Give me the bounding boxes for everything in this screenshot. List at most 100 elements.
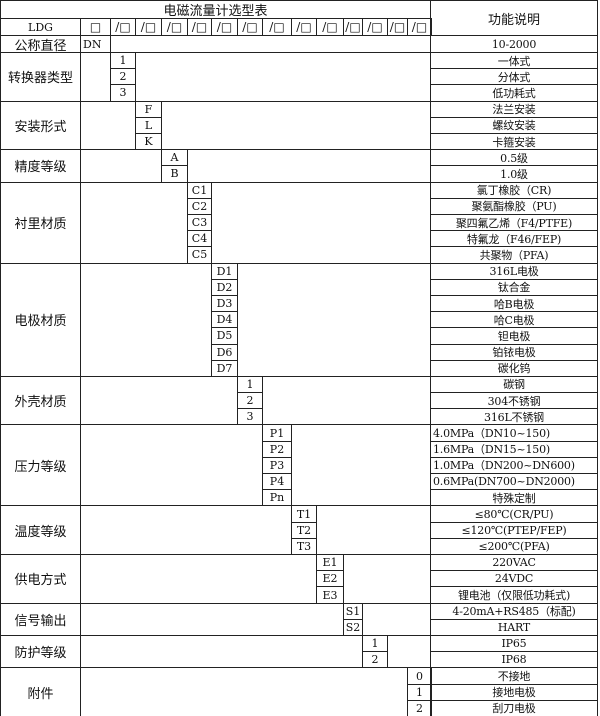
option-code: C2: [187, 197, 212, 215]
option-description: 特氟龙（F46/FEP): [430, 230, 598, 248]
option-description: 聚四氟乙烯（F4/PTFE): [430, 213, 598, 232]
dn-column: [80, 52, 111, 102]
option-description: 316L不锈钢: [430, 408, 598, 426]
option-code: L: [135, 116, 162, 134]
option-description: 1.0MPa（DN200~DN600): [430, 456, 598, 475]
option-code: S2: [343, 618, 363, 637]
option-code: C1: [187, 181, 212, 199]
option-code: C3: [187, 213, 212, 232]
model-slot: /□: [211, 18, 238, 36]
model-slot: /□: [187, 18, 212, 36]
option-description: 刮刀电极: [430, 699, 598, 716]
table-title: 电磁流量计选型表: [0, 0, 431, 19]
model-slot: /□: [387, 18, 408, 36]
option-code: 2: [110, 68, 136, 86]
group-label: 衬里材质: [0, 181, 81, 264]
model-slot: /□: [362, 18, 388, 36]
option-description: 低功耗式: [430, 84, 598, 102]
model-slot: /□: [135, 18, 162, 36]
option-code: D4: [211, 311, 238, 329]
option-code: C4: [187, 230, 212, 248]
option-code: C5: [187, 246, 212, 264]
group-label: 电极材质: [0, 262, 81, 377]
option-code: D2: [211, 278, 238, 296]
group-label: 精度等级: [0, 149, 81, 183]
group-label: 信号输出: [0, 602, 81, 636]
option-description: 铂铱电极: [430, 343, 598, 361]
model-slot: /□: [110, 18, 136, 36]
option-description: 220VAC: [430, 554, 598, 572]
nominal-code: DN: [80, 35, 111, 53]
option-code: 1: [407, 683, 432, 701]
option-code: 1: [237, 375, 263, 394]
option-code: E3: [316, 586, 344, 604]
group-label: 供电方式: [0, 554, 81, 604]
option-description: 碳钢: [430, 375, 598, 394]
option-code: P4: [262, 473, 292, 491]
option-description: 316L电极: [430, 262, 598, 280]
option-description: 一体式: [430, 52, 598, 70]
group-label: 转换器类型: [0, 52, 81, 102]
option-code: T3: [291, 537, 317, 556]
option-code: 3: [110, 84, 136, 102]
option-description: 螺纹安装: [430, 116, 598, 134]
model-slot: /□: [161, 18, 188, 36]
option-description: 哈C电极: [430, 311, 598, 329]
option-code: T2: [291, 521, 317, 539]
option-description: 0.6MPa(DN700~DN2000): [430, 473, 598, 491]
option-description: 卡箍安装: [430, 132, 598, 151]
group-label: 防护等级: [0, 635, 81, 669]
option-code: F: [135, 100, 162, 118]
group-label: 压力等级: [0, 424, 81, 507]
option-description: 1.0级: [430, 165, 598, 183]
option-code: B: [161, 165, 188, 183]
option-code: E1: [316, 554, 344, 572]
option-description: 共聚物（PFA): [430, 246, 598, 264]
option-description: 氯丁橡胶（CR): [430, 181, 598, 199]
option-description: 分体式: [430, 68, 598, 86]
model-slot: /□: [407, 18, 432, 36]
nominal-label: 公称直径: [0, 35, 81, 54]
option-description: 锂电池（仅限低功耗式): [430, 586, 598, 604]
option-description: 特殊定制: [430, 489, 598, 507]
option-description: 24VDC: [430, 570, 598, 588]
option-description: 4.0MPa（DN10~150): [430, 424, 598, 442]
nominal-blank: [110, 35, 431, 53]
function-header: 功能说明: [430, 0, 598, 36]
option-description: 接地电极: [430, 683, 598, 701]
option-description: 法兰安装: [430, 100, 598, 118]
option-code: 2: [407, 699, 432, 716]
option-description: ≤200℃(PFA): [430, 537, 598, 556]
option-code: D6: [211, 343, 238, 361]
nominal-desc: 10-2000: [430, 35, 598, 53]
option-code: T1: [291, 505, 317, 523]
option-description: 钛合金: [430, 278, 598, 296]
option-code: D7: [211, 359, 238, 377]
option-description: IP65: [430, 635, 598, 653]
option-code: Pn: [262, 489, 292, 507]
option-description: 304不锈钢: [430, 392, 598, 410]
option-description: 碳化钨: [430, 359, 598, 377]
option-code: P1: [262, 424, 292, 442]
model-slot: □: [80, 18, 111, 36]
option-code: A: [161, 149, 188, 167]
model-slot: /□: [237, 18, 263, 36]
option-code: 2: [237, 392, 263, 410]
option-description: 聚氨酯橡胶（PU): [430, 197, 598, 215]
option-code: 2: [362, 651, 388, 669]
option-description: 0.5级: [430, 149, 598, 167]
model-code: LDG: [0, 18, 81, 36]
option-code: S1: [343, 602, 363, 620]
option-code: E2: [316, 570, 344, 588]
model-slot: /□: [316, 18, 344, 36]
option-description: HART: [430, 618, 598, 637]
group-label: 外壳材质: [0, 375, 81, 426]
option-code: 1: [362, 635, 388, 653]
group-label: 温度等级: [0, 505, 81, 556]
group-label: 附件: [0, 667, 81, 716]
option-description: 钽电极: [430, 327, 598, 345]
model-slot: /□: [291, 18, 317, 36]
option-code: 1: [110, 52, 136, 70]
option-code: 3: [237, 408, 263, 426]
option-description: 1.6MPa（DN15~150): [430, 440, 598, 458]
